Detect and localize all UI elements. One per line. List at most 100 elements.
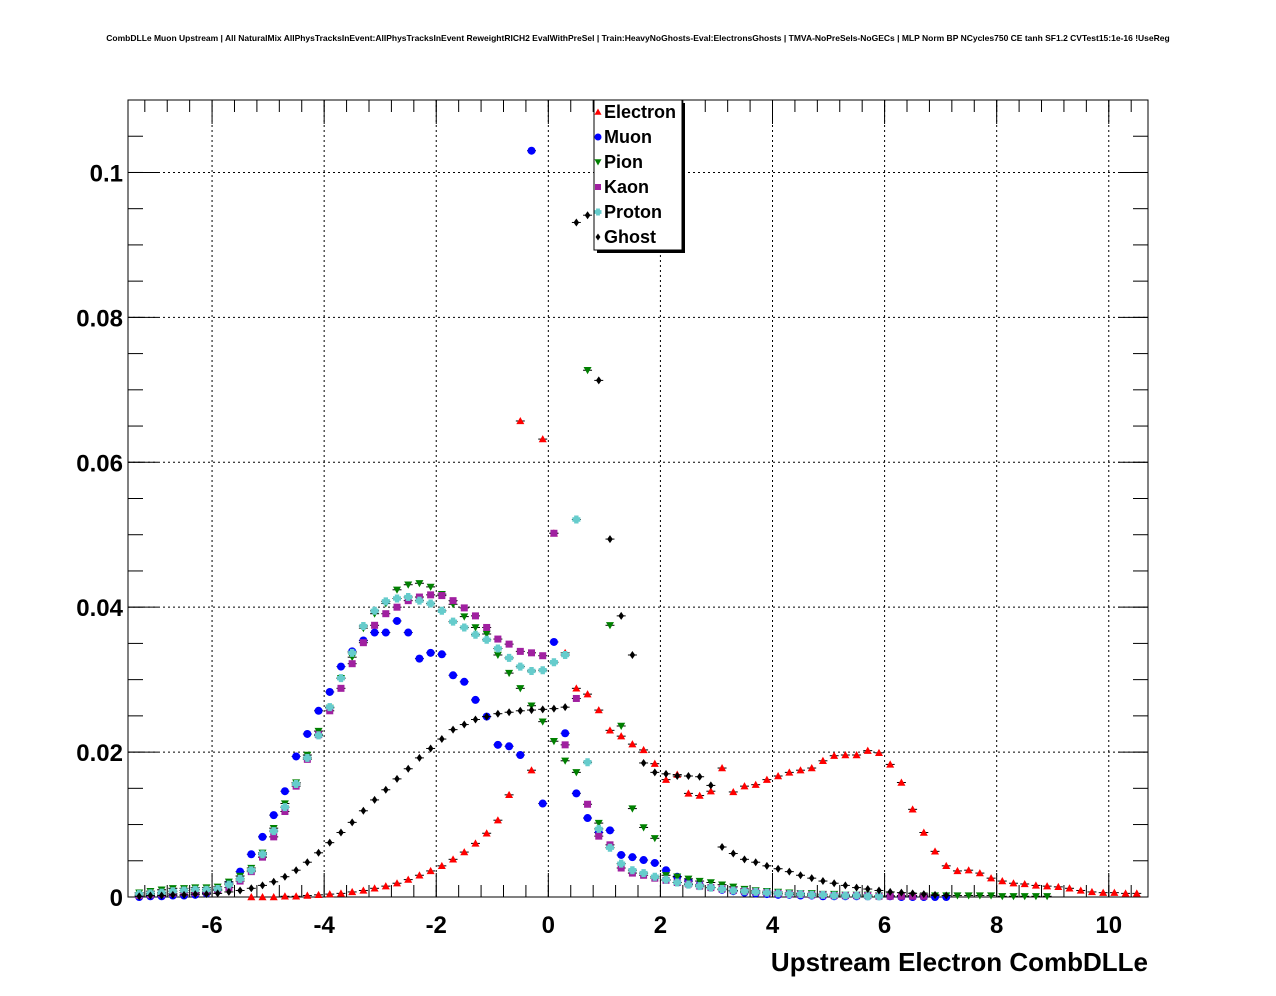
data-point-proton (662, 875, 671, 884)
data-point-pion (471, 624, 480, 632)
data-point-ghost (427, 744, 434, 753)
x-tick-label: 0 (542, 912, 555, 939)
data-point-muon (247, 850, 256, 859)
data-point-kaon (471, 612, 479, 620)
data-point-ghost (730, 849, 737, 858)
data-point-ghost (136, 892, 143, 901)
data-point-electron (818, 756, 827, 764)
data-point-muon (292, 752, 301, 761)
data-point-electron (729, 787, 738, 796)
data-point-electron (493, 816, 502, 824)
data-point-proton (684, 880, 693, 889)
data-point-proton (292, 779, 301, 788)
data-point-ghost (629, 651, 636, 660)
data-point-ghost (461, 720, 468, 729)
data-point-pion (998, 893, 1007, 901)
data-point-ghost (921, 890, 927, 899)
data-point-ghost (752, 858, 759, 867)
data-point-proton (247, 866, 256, 875)
data-point-kaon (359, 639, 367, 647)
data-point-proton (269, 827, 278, 836)
data-point-pion (617, 722, 626, 731)
data-point-kaon (270, 833, 278, 841)
data-point-ghost (696, 772, 703, 781)
data-point-ghost (607, 535, 613, 544)
data-point-electron (1043, 882, 1052, 890)
data-point-ghost (898, 888, 905, 897)
data-point-proton (740, 887, 749, 896)
data-point-muon (460, 677, 469, 686)
data-point-kaon (528, 649, 536, 657)
data-point-electron (1065, 884, 1074, 892)
data-point-electron (740, 782, 749, 790)
data-point-kaon (561, 741, 569, 749)
data-point-muon (628, 853, 637, 862)
data-point-pion (673, 873, 682, 881)
y-tick-label: 0.04 (76, 595, 123, 622)
data-point-electron (381, 882, 390, 890)
figure-title: CombDLLe Muon Upstream | All NaturalMix … (106, 33, 1170, 43)
data-point-muon (269, 811, 278, 820)
data-point-ghost (360, 806, 367, 815)
data-point-ghost (539, 705, 546, 714)
data-point-electron (280, 892, 289, 900)
data-point-ghost (214, 889, 221, 898)
data-point-proton (415, 596, 424, 605)
data-point-electron (415, 871, 424, 879)
data-point-proton (370, 606, 379, 615)
data-point-ghost (282, 872, 288, 881)
data-point-kaon (281, 808, 289, 816)
data-point-electron (325, 890, 334, 898)
data-point-electron (314, 890, 323, 899)
data-point-electron (852, 750, 861, 759)
data-point-proton (706, 883, 715, 892)
data-point-ghost (595, 376, 602, 385)
data-point-ghost (293, 866, 299, 875)
data-point-kaon (494, 635, 502, 643)
data-point-ghost (147, 891, 154, 900)
data-point-electron (695, 791, 704, 799)
data-point-electron (303, 891, 312, 899)
data-point-ghost (932, 890, 938, 899)
data-point-pion (1020, 893, 1029, 901)
data-point-electron (998, 877, 1007, 885)
data-point-pion (583, 367, 592, 375)
data-point-electron (437, 861, 446, 870)
data-point-ghost (741, 855, 748, 864)
data-point-ghost (853, 883, 860, 892)
data-point-electron (1054, 882, 1063, 891)
data-point-electron (796, 766, 805, 774)
data-point-proton (774, 889, 783, 898)
data-point-electron (617, 732, 626, 740)
data-point-electron (762, 775, 771, 783)
data-point-proton (516, 662, 525, 671)
data-point-proton (505, 653, 514, 662)
data-point-electron (471, 839, 480, 847)
y-tick-labels: 0 0.02 0.04 0.06 0.08 0.1 (76, 160, 123, 912)
data-point-electron (1099, 888, 1108, 896)
data-point-pion (460, 613, 469, 621)
data-point-kaon (886, 892, 894, 900)
data-point-muon (325, 687, 334, 696)
data-point-ghost (192, 890, 199, 899)
data-point-pion (572, 769, 581, 777)
data-point-electron (336, 889, 345, 897)
data-point-ghost (248, 884, 255, 893)
legend-marker-pion (594, 159, 602, 166)
data-point-ghost (640, 758, 647, 767)
legend-label-proton: Proton (604, 202, 662, 222)
data-point-proton (325, 703, 334, 712)
data-point-kaon (393, 603, 401, 611)
data-point-proton (538, 666, 547, 675)
data-point-muon (393, 616, 402, 625)
data-point-kaon (382, 610, 390, 618)
data-point-electron (1031, 881, 1040, 889)
data-point-muon (493, 740, 502, 749)
series-kaon (134, 529, 929, 900)
data-point-electron (393, 879, 402, 887)
data-point-muon (583, 814, 592, 823)
data-point-proton (493, 644, 502, 653)
data-point-ghost (383, 785, 389, 794)
y-tick-label: 0.06 (76, 450, 123, 477)
